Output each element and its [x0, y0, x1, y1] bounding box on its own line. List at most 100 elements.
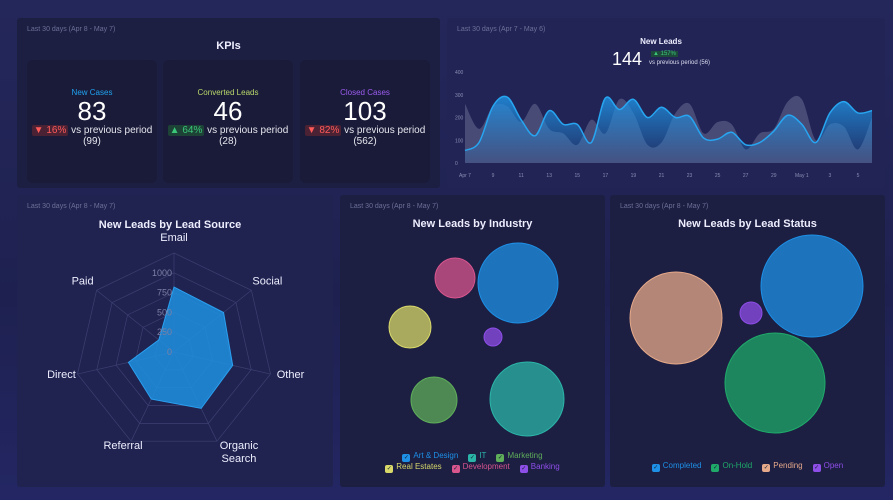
period-label: Last 30 days (Apr 8 - May 7) — [27, 203, 116, 210]
kpis-panel: Last 30 days (Apr 8 - May 7) KPIs New Ca… — [17, 18, 440, 188]
x-tick-label: 15 — [574, 173, 580, 179]
legend-label: On-Hold — [722, 461, 753, 470]
legend-item[interactable]: ✓ Open — [812, 461, 843, 472]
status-bubble-chart — [629, 234, 864, 434]
industry-bubble-chart — [388, 242, 565, 437]
bubble-banking — [483, 327, 503, 347]
change-badge: ▼ 16% — [31, 125, 69, 136]
bubble-pending — [629, 271, 723, 365]
x-tick-label: 5 — [857, 173, 860, 179]
x-tick-label: 25 — [715, 173, 721, 179]
r-tick-label: 500 — [157, 307, 172, 317]
new-leads-panel: Last 30 days (Apr 7 - May 6) New Leads 1… — [447, 18, 885, 188]
axis-label: Paid — [72, 275, 94, 287]
vs-label: vs previous period (56) — [649, 60, 711, 66]
legend-item[interactable]: ✓ Marketing — [496, 451, 543, 462]
period-label: Last 30 days (Apr 8 - May 7) — [350, 203, 439, 210]
checkbox-icon[interactable]: ✓ — [651, 464, 660, 472]
kpi-label: New Cases — [71, 88, 113, 97]
status-panel: Last 30 days (Apr 8 - May 7) New Leads b… — [610, 195, 885, 487]
kpi-label: Closed Cases — [340, 88, 390, 97]
x-tick-label: 27 — [743, 173, 749, 179]
legend-item[interactable]: ✓ Banking — [519, 462, 560, 473]
checkbox-icon[interactable]: ✓ — [496, 454, 505, 462]
radar-area — [127, 286, 234, 409]
x-tick-label: 23 — [687, 173, 693, 179]
x-tick-label: 29 — [771, 173, 777, 179]
axis-label: Organic Search — [220, 440, 259, 465]
series-area — [465, 96, 872, 163]
axis-label: Other — [277, 369, 305, 381]
period-label: Last 30 days (Apr 8 - May 7) — [27, 26, 116, 33]
kpi-converted-leads: Converted Leads 46 ▲ 64% vs previous per… — [163, 60, 293, 183]
bubble-on-hold — [724, 332, 826, 434]
vs-label: vs previous period — [207, 125, 289, 136]
r-tick-label: 0 — [167, 347, 172, 357]
checkbox-icon[interactable]: ✓ — [762, 464, 771, 472]
legend-label: Real Estates — [396, 462, 442, 471]
panel-title: New Leads by Industry — [412, 218, 533, 230]
panel-title: New Leads — [640, 37, 682, 46]
checkbox-icon[interactable]: ✓ — [402, 454, 411, 462]
y-tick-label: 400 — [455, 70, 464, 76]
legend-item[interactable]: ✓ Pending — [762, 461, 803, 472]
axis-label: Direct — [47, 369, 76, 381]
kpi-new-cases: New Cases 83 ▼ 16% vs previous period (9… — [27, 60, 157, 183]
new-leads-chart: 0 100 200 300 400 Apr 7 9 11 13 15 17 19 21 23 25 27 29 M… — [455, 70, 873, 179]
legend-label: Pending — [773, 461, 803, 470]
panel-title: New Leads by Lead Source — [98, 219, 242, 231]
grid-ring — [96, 272, 252, 424]
legend-item[interactable]: ✓ IT — [468, 451, 486, 462]
vs-label: vs previous period — [344, 125, 426, 136]
legend-label: Completed — [662, 461, 702, 470]
legend-label: Art & Design — [413, 451, 459, 460]
x-tick-label: 19 — [631, 173, 637, 179]
change-badge: ▲ 157% — [651, 51, 678, 57]
y-tick-label: 0 — [455, 161, 458, 167]
bubble-completed — [760, 234, 864, 338]
legend-item[interactable]: ✓ Development — [451, 462, 510, 473]
lead-source-panel: Last 30 days (Apr 8 - May 7) New Leads b… — [17, 195, 333, 487]
panel-title: New Leads by Lead Status — [678, 218, 817, 230]
kpi-closed-cases: Closed Cases 103 ▼ 82% vs previous perio… — [300, 60, 430, 183]
x-tick-label: 17 — [603, 173, 609, 179]
lead-source-radar: 0 250 500 750 1000 Email Social Other Organic Sea… — [47, 232, 305, 465]
bubble-it — [489, 361, 565, 437]
x-tick-label: 9 — [492, 173, 495, 179]
legend-item[interactable]: ✓ Art & Design — [402, 451, 458, 462]
vs-label: vs previous period — [71, 125, 153, 136]
axis-label: Social — [252, 275, 282, 287]
checkbox-icon[interactable]: ✓ — [468, 454, 477, 462]
prev-value: (562) — [353, 136, 377, 147]
bubble-marketing — [410, 376, 458, 424]
leads-value: 144 — [612, 49, 643, 69]
x-tick-label: May 1 — [795, 173, 809, 179]
bubble-development — [434, 257, 476, 299]
period-label: Last 30 days (Apr 7 - May 6) — [457, 26, 546, 33]
y-tick-label: 100 — [455, 138, 464, 144]
checkbox-icon[interactable]: ✓ — [385, 465, 394, 473]
checkbox-icon[interactable]: ✓ — [451, 465, 460, 473]
legend-item[interactable]: ✓ On-Hold — [711, 461, 752, 472]
x-tick-label: 21 — [659, 173, 665, 179]
bubble-real-estates — [388, 305, 432, 349]
change-badge: ▲ 64% — [167, 125, 205, 136]
kpi-label: Converted Leads — [197, 88, 259, 97]
legend-item[interactable]: ✓ Completed — [651, 461, 702, 472]
legend-item[interactable]: ✓ Real Estates — [385, 462, 442, 473]
x-tick-label: 13 — [546, 173, 552, 179]
kpi-value: 46 — [213, 96, 243, 126]
checkbox-icon[interactable]: ✓ — [519, 465, 528, 473]
x-tick-label: 3 — [829, 173, 832, 179]
grid-ring — [77, 252, 271, 442]
legend-label: Banking — [530, 462, 560, 471]
checkbox-icon[interactable]: ✓ — [711, 464, 720, 472]
prev-value: (28) — [219, 136, 237, 147]
checkbox-icon[interactable]: ✓ — [812, 464, 821, 472]
industry-panel: Last 30 days (Apr 8 - May 7) New Leads b… — [340, 195, 605, 487]
legend-label: IT — [479, 451, 487, 460]
bubble-open — [739, 301, 763, 325]
panel-title: KPIs — [216, 40, 241, 52]
status-legend: ✓ Completed ✓ On-Hold ✓ Pending ✓ Open — [610, 461, 885, 472]
series-line — [464, 95, 873, 152]
